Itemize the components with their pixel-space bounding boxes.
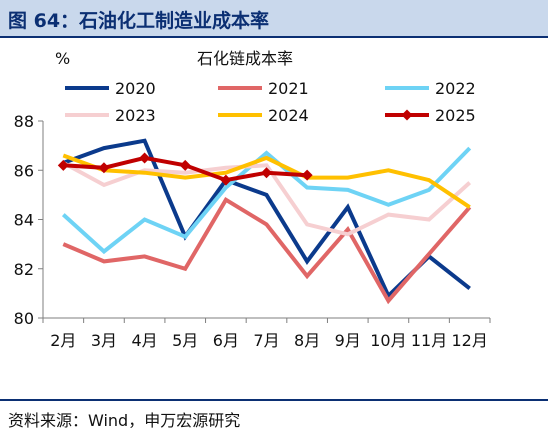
legend-item-2023: 2023 xyxy=(65,106,156,125)
legend-item-2022: 2022 xyxy=(385,79,476,98)
footer-divider xyxy=(0,399,548,401)
legend-item-2021: 2021 xyxy=(218,79,309,98)
x-tick-label: 11月 xyxy=(411,331,447,350)
legend-item-2020: 2020 xyxy=(65,79,156,98)
series-2025 xyxy=(57,152,313,186)
legend-item-2025: 2025 xyxy=(385,106,476,125)
legend-label: 2020 xyxy=(115,79,156,98)
y-tick-label: 82 xyxy=(14,260,34,279)
y-tick-label: 86 xyxy=(14,161,34,180)
legend-label: 2024 xyxy=(268,106,309,125)
y-tick-label: 80 xyxy=(14,309,34,328)
series-2022 xyxy=(61,146,472,255)
data-point-2025 xyxy=(220,174,232,186)
series-line-2022 xyxy=(61,146,472,255)
x-tick-label: 8月 xyxy=(294,331,320,350)
series-line-2024 xyxy=(62,153,471,209)
chart-title: 石化链成本率 xyxy=(197,49,293,68)
header-divider xyxy=(0,36,548,38)
series-2023 xyxy=(62,161,472,237)
data-point-2025 xyxy=(98,162,110,174)
source-note: 资料来源：Wind，申万宏源研究 xyxy=(8,411,241,430)
legend-label: 2022 xyxy=(435,79,476,98)
legend-label: 2023 xyxy=(115,106,156,125)
legend-item-2024: 2024 xyxy=(218,106,309,125)
y-tick-label: 84 xyxy=(14,211,34,230)
x-tick-label: 9月 xyxy=(335,331,361,350)
series-2024 xyxy=(62,153,471,209)
x-tick-label: 7月 xyxy=(253,331,279,350)
y-tick-label: 88 xyxy=(14,112,34,131)
figure-title: 图 64：石油化工制造业成本率 xyxy=(8,10,270,32)
series-line-2023 xyxy=(62,161,472,237)
series-group xyxy=(57,138,472,305)
axes: 80 82 84 86 88 2月 3月 4月 5月 6月 7月 8月 9月 10月 11月 12月 xyxy=(14,112,491,350)
x-tick-label: 12月 xyxy=(451,331,487,350)
data-point-2025 xyxy=(139,152,151,164)
figure-header: 图 64：石油化工制造业成本率 xyxy=(0,0,548,36)
data-point-2025 xyxy=(261,167,272,179)
y-axis-unit: % xyxy=(55,49,70,68)
legend: 2020 2021 2022 2023 2024 2025 xyxy=(65,79,476,125)
data-point-2025 xyxy=(179,159,191,171)
legend-label: 2021 xyxy=(268,79,309,98)
x-tick-label: 5月 xyxy=(172,331,198,350)
series-line-2021 xyxy=(62,197,472,305)
line-chart: 石化链成本率 % 2020 2021 2022 2023 2024 2025 80 82 84… xyxy=(14,49,491,350)
data-point-2025 xyxy=(301,169,313,181)
legend-label: 2025 xyxy=(435,106,476,125)
x-tick-label: 10月 xyxy=(370,331,406,350)
series-2021 xyxy=(62,197,472,305)
x-tick-label: 6月 xyxy=(213,331,239,350)
data-point-2025 xyxy=(57,159,69,171)
legend-marker xyxy=(401,109,413,121)
x-tick-label: 4月 xyxy=(131,331,157,350)
x-tick-label: 2月 xyxy=(50,331,76,350)
x-tick-label: 3月 xyxy=(91,331,117,350)
